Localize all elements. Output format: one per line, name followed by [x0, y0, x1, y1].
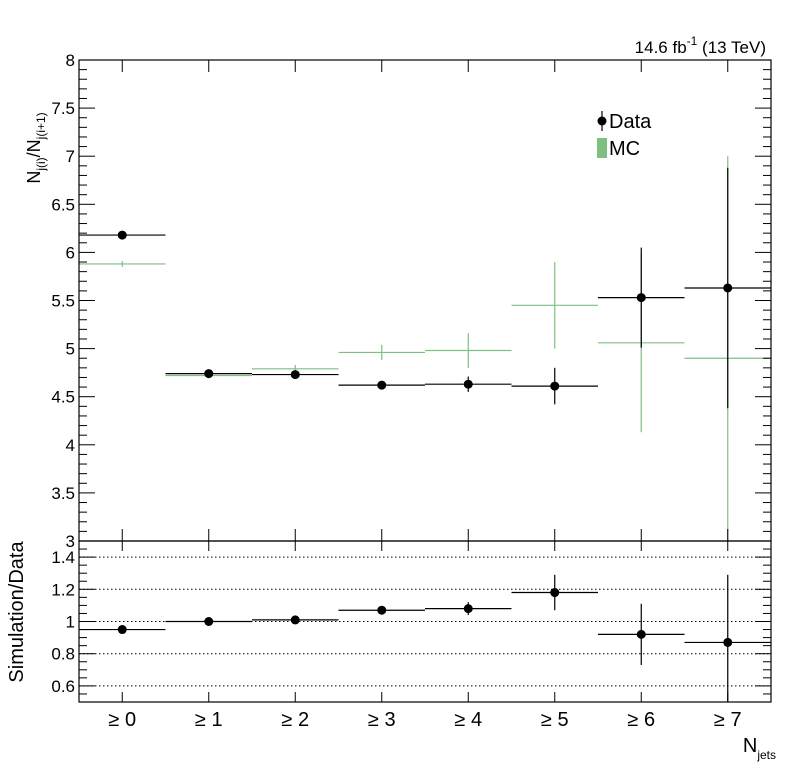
- ratio-point-6: [598, 603, 685, 665]
- x-tick-label-0: ≥ 0: [108, 709, 136, 731]
- ratio-point-0: [79, 625, 166, 635]
- top-y-tick-label: 3: [66, 532, 75, 551]
- ratio-series: [79, 574, 771, 702]
- ratio-panel-frame: [78, 540, 772, 703]
- data-point-4: [425, 376, 512, 392]
- x-tick-label-4: ≥ 4: [454, 709, 482, 731]
- ratio-point-1: [165, 617, 252, 626]
- top-y-tick-label: 4: [66, 436, 75, 455]
- data-point-5: [511, 367, 598, 405]
- ratio-point-3: [338, 605, 425, 615]
- ratio-point-4: [425, 602, 512, 616]
- ratio-y-tick-label: 0.6: [51, 677, 75, 696]
- data-point-7: [684, 167, 771, 409]
- top-y-tick-label: 3.5: [51, 484, 75, 503]
- ratio-y-tick-label: 1: [66, 613, 75, 632]
- x-tick-label-6: ≥ 6: [627, 709, 655, 731]
- data-series-top: [79, 167, 771, 409]
- ratio-gridlines: [79, 556, 771, 687]
- legend: Data MC: [597, 111, 652, 160]
- mc-point-0: [79, 261, 166, 267]
- ratio-point-2: [252, 615, 339, 625]
- data-point-1: [165, 369, 252, 379]
- ratio-point-5: [511, 574, 598, 611]
- legend-mc-label: MC: [609, 138, 640, 160]
- mc-point-5: [511, 262, 598, 349]
- mc-point-4: [425, 333, 512, 368]
- x-tick-label-1: ≥ 1: [195, 709, 223, 731]
- mc-series-top: [79, 156, 771, 541]
- legend-data-marker: [597, 116, 607, 126]
- data-point-3: [338, 380, 425, 390]
- legend-data-label: Data: [609, 111, 652, 133]
- top-y-axis-label: Nj(i)/Nj(i+1): [24, 112, 48, 183]
- mc-point-3: [338, 344, 425, 361]
- top-y-tick-label: 5.5: [51, 292, 75, 311]
- top-y-tick-label: 8: [66, 51, 75, 70]
- top-y-tick-label: 6: [66, 243, 75, 262]
- ratio-point-7: [684, 574, 771, 702]
- ratio-y-tick-label: 0.8: [51, 645, 75, 664]
- ratio-y-tick-label: 1.4: [51, 548, 75, 567]
- legend-mc-marker: [597, 138, 607, 158]
- data-point-0: [79, 230, 166, 240]
- top-y-tick-label: 5: [66, 340, 75, 359]
- data-point-6: [598, 247, 685, 348]
- x-tick-label-5: ≥ 5: [541, 709, 569, 731]
- top-y-tick-label: 7: [66, 147, 75, 166]
- ratio-y-tick-label: 1.2: [51, 580, 75, 599]
- lumi-label: 14.6 fb-1 (13 TeV): [635, 34, 766, 57]
- top-y-tick-label: 7.5: [51, 99, 75, 118]
- x-axis-label: Njets: [743, 735, 776, 762]
- ratio-y-axis-label: Simulation/Data: [6, 541, 28, 683]
- data-point-2: [252, 370, 339, 380]
- x-tick-label-3: ≥ 3: [368, 709, 396, 731]
- x-tick-label-7: ≥ 7: [714, 709, 742, 731]
- top-y-tick-label: 4.5: [51, 388, 75, 407]
- x-tick-label-2: ≥ 2: [281, 709, 309, 731]
- top-y-tick-label: 6.5: [51, 195, 75, 214]
- top-panel-frame: [78, 59, 772, 542]
